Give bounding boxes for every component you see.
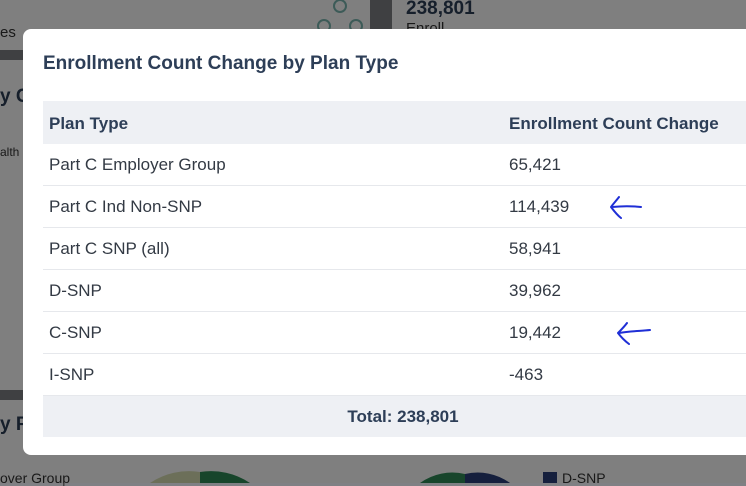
plan-type-cell: Part C Ind Non-SNP <box>49 197 203 216</box>
handwritten-arrow-icon <box>610 196 642 219</box>
enrollment-change-cell: 19,442 <box>509 323 561 342</box>
total-label: Total: 238,801 <box>347 407 459 426</box>
plan-type-cell: I-SNP <box>49 365 95 384</box>
plan-type-cell: Part C Employer Group <box>49 155 226 174</box>
table-row: I-SNP -463 <box>43 354 746 396</box>
table-row: Part C SNP (all) 58,941 <box>43 228 746 270</box>
enrollment-change-cell: 58,941 <box>509 239 561 258</box>
enrollment-change-modal: Enrollment Count Change by Plan Type Pla… <box>23 29 746 455</box>
column-header-enrollment-change: Enrollment Count Change <box>509 114 719 133</box>
plan-type-cell: C-SNP <box>49 323 102 342</box>
plan-type-cell: Part C SNP (all) <box>49 239 170 258</box>
enrollment-change-cell: 65,421 <box>509 155 561 174</box>
table-row: Part C Ind Non-SNP 114,439 <box>43 186 746 228</box>
table-row: D-SNP 39,962 <box>43 270 746 312</box>
column-header-plan-type: Plan Type <box>49 114 129 133</box>
enrollment-change-cell: 39,962 <box>509 281 561 300</box>
enrollment-change-cell: -463 <box>509 365 544 384</box>
table-row: C-SNP 19,442 <box>43 312 746 354</box>
table-total-row: Total: 238,801 <box>43 396 746 437</box>
modal-title: Enrollment Count Change by Plan Type <box>43 53 399 74</box>
plan-type-cell: D-SNP <box>49 281 102 300</box>
table-row: Part C Employer Group 65,421 <box>43 144 746 186</box>
enrollment-change-table: Plan Type Enrollment Count Change Part C… <box>43 101 746 437</box>
enrollment-change-cell: 114,439 <box>509 197 570 216</box>
handwritten-arrow-icon <box>617 322 651 345</box>
table-header: Plan Type Enrollment Count Change <box>43 101 746 144</box>
